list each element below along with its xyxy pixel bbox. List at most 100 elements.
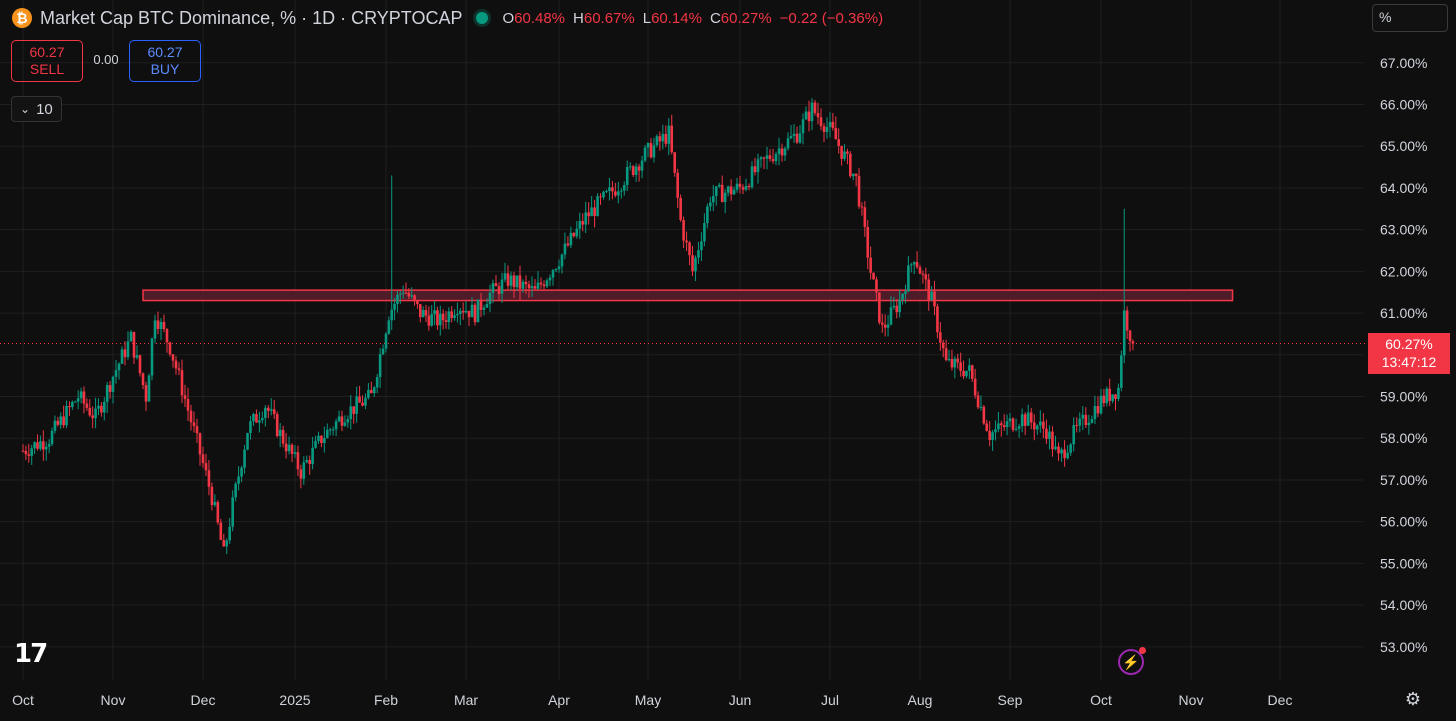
last-price-label: 60.27% 13:47:12 (1368, 333, 1450, 374)
candle-body (667, 125, 671, 144)
resistance-zone[interactable] (142, 289, 1234, 302)
candle-body (290, 444, 294, 454)
candle-body (563, 243, 567, 255)
x-tick-label: Nov (1179, 692, 1204, 708)
candle-body (747, 185, 751, 188)
candle-body (421, 310, 425, 318)
candle-body (231, 497, 234, 527)
candle-body (584, 212, 587, 225)
candle-body (361, 402, 364, 406)
sell-button[interactable]: 60.27 SELL (11, 40, 83, 82)
candle-body (936, 306, 939, 333)
candle-body (895, 305, 899, 313)
y-tick-label: 55.00% (1380, 555, 1427, 571)
candle-body (497, 286, 501, 294)
candle-body (860, 206, 864, 208)
candle-body (73, 401, 77, 403)
candle-body (36, 442, 39, 449)
buy-button[interactable]: 60.27 BUY (129, 40, 201, 82)
candle-body (557, 266, 561, 270)
x-tick-label: Nov (101, 692, 126, 708)
candle-body (349, 406, 353, 420)
candle-body (711, 195, 715, 203)
buy-price: 60.27 (147, 44, 183, 60)
candle-body (473, 304, 477, 323)
candle-body (628, 166, 632, 168)
candle-body (548, 277, 552, 281)
candle-body (1111, 394, 1114, 401)
candle-body (56, 420, 60, 425)
candle-body (441, 313, 445, 321)
candle-body (387, 320, 391, 334)
candle-body (467, 310, 471, 318)
symbol-title[interactable]: Market Cap BTC Dominance, % · 1D · CRYPT… (40, 7, 463, 28)
candle-body (819, 117, 823, 127)
candle-body (587, 212, 590, 217)
candle-body (798, 133, 802, 143)
candle-body (494, 283, 498, 287)
candle-body (464, 310, 468, 313)
candle-body (1029, 412, 1033, 423)
market-status-icon[interactable] (476, 12, 489, 24)
candle-body (375, 377, 379, 388)
tradingview-logo-icon[interactable]: 17 (14, 639, 48, 669)
candle-body (1069, 444, 1072, 453)
candle-body (953, 358, 957, 368)
candle-body (878, 292, 881, 323)
candle-body (753, 166, 757, 173)
candle-body (378, 354, 382, 378)
candle-body (44, 446, 48, 450)
candle-body (21, 450, 25, 452)
settings-icon[interactable]: ⚙ (1404, 689, 1422, 709)
candle-body (213, 502, 217, 506)
x-tick-label: Jun (729, 692, 752, 708)
candle-body (59, 416, 63, 425)
candle-body (88, 407, 92, 416)
candle-body (694, 257, 697, 272)
candle-body (162, 321, 166, 330)
candle-body (863, 207, 867, 227)
candle-body (703, 223, 706, 242)
candle-body (156, 320, 160, 329)
candle-body (456, 314, 459, 316)
candle-body (1081, 414, 1085, 419)
candle-body (857, 175, 861, 207)
candle-body (1117, 387, 1120, 399)
candle-body (726, 186, 730, 193)
candle-body (1036, 425, 1039, 430)
candle-body (889, 307, 893, 325)
candle-body (933, 291, 936, 307)
ohlc-close: C60.27% (709, 9, 772, 27)
ohlc-values: O60.48% H60.67% L60.14% C60.27% −0.22 (−… (502, 10, 883, 27)
candle-body (912, 262, 916, 265)
candle-body (30, 448, 34, 456)
lightning-icon[interactable]: ⚡ (1118, 647, 1146, 675)
candle-body (634, 166, 638, 175)
candle-body (652, 145, 656, 158)
candle-body (688, 242, 691, 256)
scale-unit-box[interactable]: % (1372, 4, 1448, 32)
candle-body (225, 540, 229, 547)
candle-body (866, 226, 870, 258)
candle-body (1045, 428, 1048, 439)
candle-body (323, 437, 326, 444)
candle-body (293, 452, 297, 454)
chart-legend: ₿ Market Cap BTC Dominance, % · 1D · CRY… (12, 6, 883, 30)
candle-body (947, 359, 951, 361)
candle-body (328, 429, 332, 431)
time-axis[interactable]: Oct Nov Dec 2025 Feb Mar Apr May Jun Jul Aug Sep Oct… (12, 692, 1292, 708)
candle-body (186, 399, 190, 411)
candle-body (530, 286, 534, 289)
candle-body (691, 255, 694, 272)
candle-body (189, 410, 193, 423)
price-axis[interactable]: 67.00% 66.00% 65.00% 64.00% 63.00% 62.00% 61.0… (1380, 55, 1427, 655)
buy-label: BUY (150, 61, 180, 77)
candle-body (39, 441, 42, 449)
indicators-toggle[interactable]: ⌄ 10 (11, 96, 62, 122)
candle-body (643, 147, 647, 161)
candle-body (1032, 422, 1036, 430)
candle-body (892, 305, 896, 308)
candle-body (886, 324, 890, 328)
candle-body (284, 443, 288, 452)
